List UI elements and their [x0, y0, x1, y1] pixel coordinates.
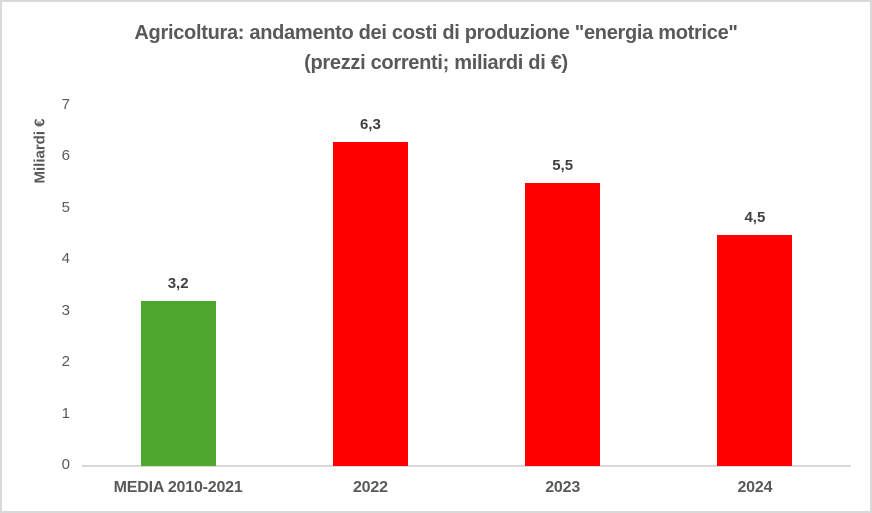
y-tick-label-3: 3 — [61, 301, 70, 319]
y-tick-label-2: 2 — [61, 353, 70, 371]
bar-2024 — [717, 234, 793, 466]
x-axis-line — [82, 465, 851, 467]
data-label-2023: 5,5 — [552, 157, 574, 175]
chart-title-line2: (prezzi correnti; miliardi di €) — [304, 52, 568, 74]
y-tick-label-0: 0 — [61, 456, 70, 473]
y-tick-label-7: 7 — [61, 96, 70, 113]
x-category-label-media-2010-2021: MEDIA 2010-2021 — [113, 479, 243, 496]
chart-title: Agricoltura: andamento dei costi di prod… — [2, 18, 870, 78]
chart-title-line1: Agricoltura: andamento dei costi di prod… — [134, 22, 738, 44]
data-label-2022: 6,3 — [359, 116, 381, 133]
y-tick-label-1: 1 — [61, 404, 70, 422]
x-category-label-2022: 2022 — [352, 479, 388, 496]
y-tick-label-6: 6 — [61, 147, 70, 165]
data-label-2024: 4,5 — [744, 208, 766, 226]
data-label-media-2010-2021: 3,2 — [167, 275, 189, 293]
x-category-label-2024: 2024 — [737, 479, 773, 496]
bar-media-2010-2021 — [140, 301, 216, 466]
bar-2023 — [525, 183, 601, 466]
y-tick-label-4: 4 — [61, 250, 70, 268]
y-tick-label-5: 5 — [61, 198, 70, 216]
x-category-label-2023: 2023 — [545, 479, 581, 496]
bar-2022 — [332, 142, 408, 466]
